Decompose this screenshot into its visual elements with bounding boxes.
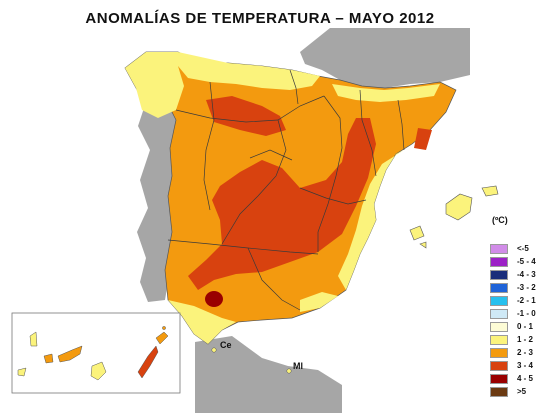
legend-label: 4 - 5 xyxy=(517,374,534,383)
zone-north-coast-1-2 xyxy=(178,52,320,90)
zone-catalonia-3-4 xyxy=(414,128,432,150)
island-menorca xyxy=(481,185,499,197)
melilla-marker xyxy=(286,368,292,374)
legend-swatch xyxy=(490,387,508,397)
legend-item: 1 - 2 xyxy=(490,335,550,345)
legend-label: -3 - 2 xyxy=(517,283,536,292)
island-la-gomera xyxy=(43,353,54,364)
legend-label: >5 xyxy=(517,387,527,396)
island-graciosa xyxy=(162,326,166,330)
island-fuerteventura xyxy=(137,345,159,379)
island-tenerife xyxy=(57,345,83,363)
zone-galicia-1-2 xyxy=(125,52,184,118)
ceuta-label: Ce xyxy=(220,340,232,350)
island-ibiza xyxy=(409,225,425,241)
zone-upper-duero-3-4 xyxy=(206,96,286,136)
island-formentera xyxy=(419,241,427,249)
zone-east-coast-1-2 xyxy=(338,150,404,290)
legend-swatch xyxy=(490,348,508,358)
legend-item: 4 - 5 xyxy=(490,374,550,384)
legend-swatch xyxy=(490,296,508,306)
island-gran-canaria xyxy=(90,361,107,381)
legend-item: <-5 xyxy=(490,244,550,254)
portugal-landmass xyxy=(137,100,176,302)
legend-swatch xyxy=(490,270,508,280)
zone-south-tip-1-2 xyxy=(168,300,236,344)
legend-swatch xyxy=(490,309,508,319)
legend-label: -2 - 1 xyxy=(517,296,536,305)
legend-item: -2 - 1 xyxy=(490,296,550,306)
legend-swatch xyxy=(490,322,508,332)
regional-boundaries xyxy=(167,69,405,311)
legend-label: -4 - 3 xyxy=(517,270,536,279)
legend-unit: (ºC) xyxy=(492,215,508,225)
legend-label: 2 - 3 xyxy=(517,348,534,357)
island-la-palma xyxy=(29,331,38,347)
france-landmass xyxy=(300,28,470,88)
legend-label: 0 - 1 xyxy=(517,322,534,331)
legend-swatch xyxy=(490,244,508,254)
island-mallorca xyxy=(445,193,473,221)
canary-islands xyxy=(17,326,169,381)
legend-label: <-5 xyxy=(517,244,529,253)
zone-almeria-1-2 xyxy=(300,292,338,312)
legend-item: -5 - 4 xyxy=(490,257,550,267)
island-lanzarote xyxy=(155,331,169,345)
legend-swatch xyxy=(490,335,508,345)
legend-item: >5 xyxy=(490,387,550,397)
island-el-hierro xyxy=(17,367,27,377)
legend-label: -5 - 4 xyxy=(517,257,536,266)
zone-seville-4-5 xyxy=(205,291,223,307)
melilla-label: Ml xyxy=(293,361,303,371)
legend-item: 2 - 3 xyxy=(490,348,550,358)
morocco-landmass xyxy=(195,336,342,413)
ceuta-marker xyxy=(211,347,217,353)
legend-label: -1 - 0 xyxy=(517,309,536,318)
legend-item: -1 - 0 xyxy=(490,309,550,319)
legend-label: 1 - 2 xyxy=(517,335,534,344)
legend-label: 3 - 4 xyxy=(517,361,534,370)
zone-center-3-4 xyxy=(188,118,376,290)
legend-swatch xyxy=(490,374,508,384)
legend-swatch xyxy=(490,283,508,293)
zone-pyrenees-1-2 xyxy=(332,84,440,102)
legend-swatch xyxy=(490,361,508,371)
legend-item: 3 - 4 xyxy=(490,361,550,371)
legend-item: -4 - 3 xyxy=(490,270,550,280)
legend-item: -3 - 2 xyxy=(490,283,550,293)
legend-item: 0 - 1 xyxy=(490,322,550,332)
map-title: ANOMALÍAS DE TEMPERATURA – MAYO 2012 xyxy=(85,10,435,27)
legend-swatch xyxy=(490,257,508,267)
